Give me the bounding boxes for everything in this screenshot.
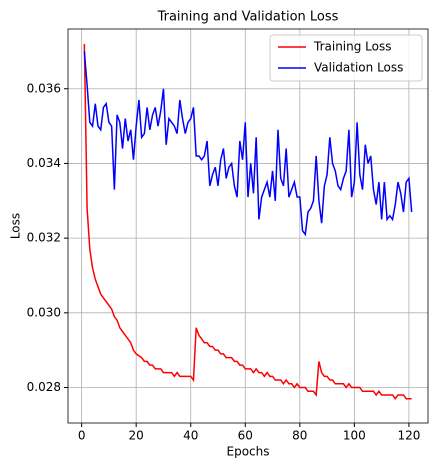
- series-line: [83, 51, 413, 237]
- y-tick-label: 0.036: [27, 81, 61, 95]
- y-axis-label: Loss: [9, 213, 23, 239]
- x-tick-label: 120: [397, 429, 420, 443]
- legend-label: Training Loss: [313, 40, 391, 54]
- x-tick-label: 100: [343, 429, 366, 443]
- x-tick-label: 0: [78, 429, 86, 443]
- plot-frame: [67, 28, 429, 424]
- y-tick-label: 0.030: [27, 305, 61, 319]
- series-line: [83, 43, 412, 400]
- x-tick-label: 20: [129, 429, 144, 443]
- y-tick-label: 0.034: [27, 156, 61, 170]
- x-tick-label: 60: [238, 429, 253, 443]
- legend-label: Validation Loss: [314, 61, 403, 75]
- x-tick-label: 80: [292, 429, 307, 443]
- y-tick-label: 0.028: [27, 380, 61, 394]
- legend-box: [269, 34, 423, 82]
- x-tick-label: 40: [183, 429, 198, 443]
- y-tick-label: 0.032: [27, 231, 61, 245]
- x-axis-label: Epochs: [227, 445, 270, 459]
- chart-title: Training and Validation Loss: [157, 10, 339, 25]
